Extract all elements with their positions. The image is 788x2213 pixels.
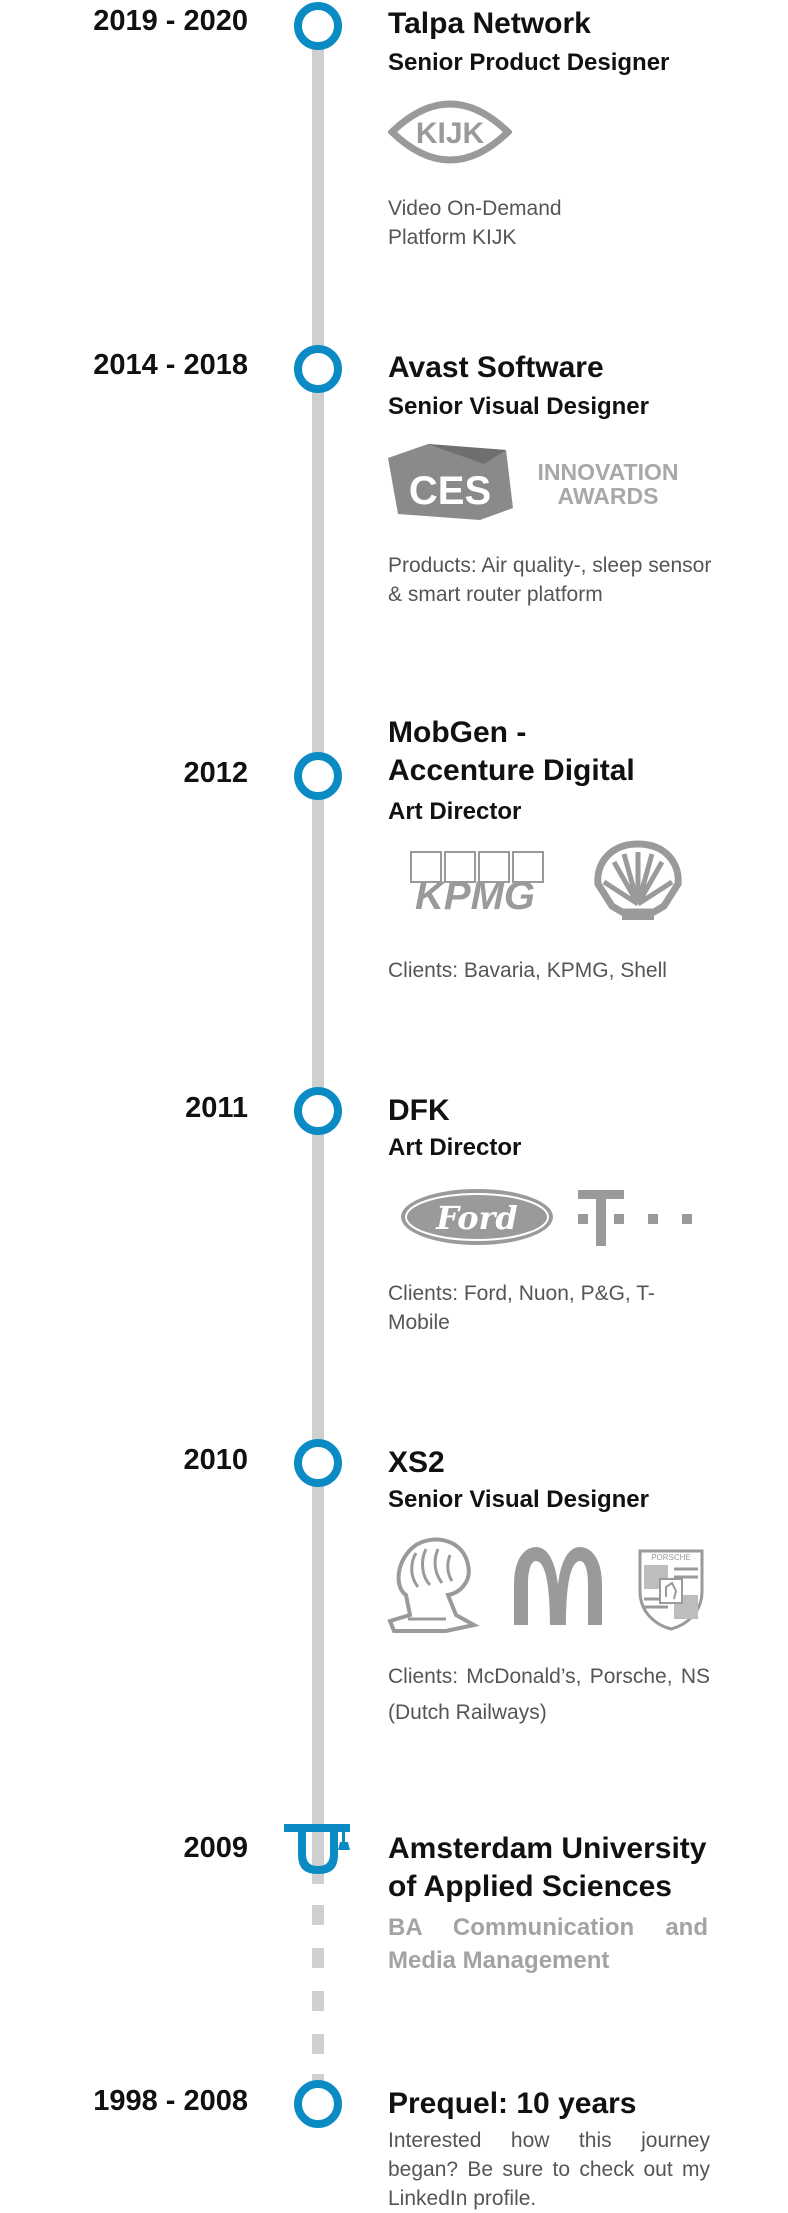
job-role: Senior Visual Designer bbox=[388, 393, 649, 420]
entry-description: Clients: Ford, Nuon, P&G, T-Mobile bbox=[388, 1282, 655, 1334]
porsche-text: PORSCHE bbox=[651, 1553, 691, 1562]
entry-year: 1998 - 2008 bbox=[93, 2085, 248, 2117]
timeline-dash bbox=[312, 1905, 324, 1925]
entry-year: 2014 - 2018 bbox=[93, 349, 248, 381]
timeline-node bbox=[294, 752, 342, 800]
company-name: Avast Software bbox=[388, 351, 604, 384]
job-role: Art Director bbox=[388, 1134, 522, 1161]
company-name: Talpa Network bbox=[388, 7, 591, 40]
company-name-line1: Amsterdam University bbox=[388, 1832, 707, 1865]
kijk-logo-text: KIJK bbox=[416, 117, 485, 150]
entry-description: Products: Air quality-, sleep sensor & s… bbox=[388, 554, 712, 606]
timeline-node bbox=[294, 345, 342, 393]
ford-text: Ford bbox=[435, 1199, 518, 1237]
graduation-cap-icon bbox=[284, 1822, 354, 1883]
ford-logo: Ford bbox=[398, 1186, 556, 1248]
job-role: Senior Visual Designer bbox=[388, 1486, 649, 1513]
entry-description: Interested how this journey began? Be su… bbox=[388, 2129, 710, 2210]
innovation-text: INNOVATION bbox=[538, 459, 679, 485]
company-name: Prequel: 10 years bbox=[388, 2087, 637, 2120]
ces-innovation-awards-logo: CES INNOVATION AWARDS bbox=[388, 444, 698, 520]
degree-name: BA Communication and Media Management bbox=[388, 1914, 708, 1974]
kpmg-text: KPMG bbox=[415, 874, 535, 913]
entry-year: 2019 - 2020 bbox=[93, 5, 248, 37]
porsche-logo: PORSCHE bbox=[636, 1547, 706, 1631]
awards-text: AWARDS bbox=[558, 483, 659, 509]
company-name-line2: Accenture Digital bbox=[388, 754, 635, 787]
entry-description: Clients: McDonald’s, Porsche, NS (Dutch … bbox=[388, 1665, 710, 1724]
company-name: DFK bbox=[388, 1094, 450, 1127]
company-name: XS2 bbox=[388, 1446, 445, 1479]
t-mobile-logo bbox=[578, 1188, 702, 1248]
shell-logo bbox=[592, 840, 684, 922]
timeline-line bbox=[312, 24, 324, 1884]
entry-year: 2010 bbox=[183, 1444, 248, 1476]
entry-description: Clients: Bavaria, KPMG, Shell bbox=[388, 959, 667, 982]
timeline-node bbox=[294, 1439, 342, 1487]
timeline-node bbox=[294, 1087, 342, 1135]
timeline-node bbox=[294, 2, 342, 50]
entry-description: Video On-Demand Platform KIJK bbox=[388, 197, 562, 249]
ces-text: CES bbox=[409, 469, 491, 513]
timeline-dash bbox=[312, 1991, 324, 2011]
kpmg-logo: KPMG bbox=[403, 851, 549, 913]
entry-year: 2012 bbox=[183, 757, 248, 789]
company-name: Amsterdam University of Applied Sciences bbox=[388, 1830, 788, 1906]
company-name-line1: MobGen - bbox=[388, 716, 527, 749]
job-role: Senior Product Designer bbox=[388, 49, 670, 76]
company-name-line2: of Applied Sciences bbox=[388, 1870, 672, 1903]
timeline-dash bbox=[312, 2034, 324, 2054]
entry-year: 2009 bbox=[183, 1832, 248, 1864]
kijk-logo: KIJK bbox=[388, 94, 512, 170]
cannes-lions-logo bbox=[386, 1535, 480, 1635]
company-name: MobGen - Accenture Digital bbox=[388, 714, 768, 790]
entry-year: 2011 bbox=[185, 1092, 248, 1124]
timeline-node bbox=[294, 2080, 342, 2128]
job-role: Art Director bbox=[388, 798, 522, 825]
mcdonalds-logo bbox=[508, 1545, 608, 1629]
timeline-dash bbox=[312, 1948, 324, 1968]
timeline-dash bbox=[312, 2074, 324, 2084]
